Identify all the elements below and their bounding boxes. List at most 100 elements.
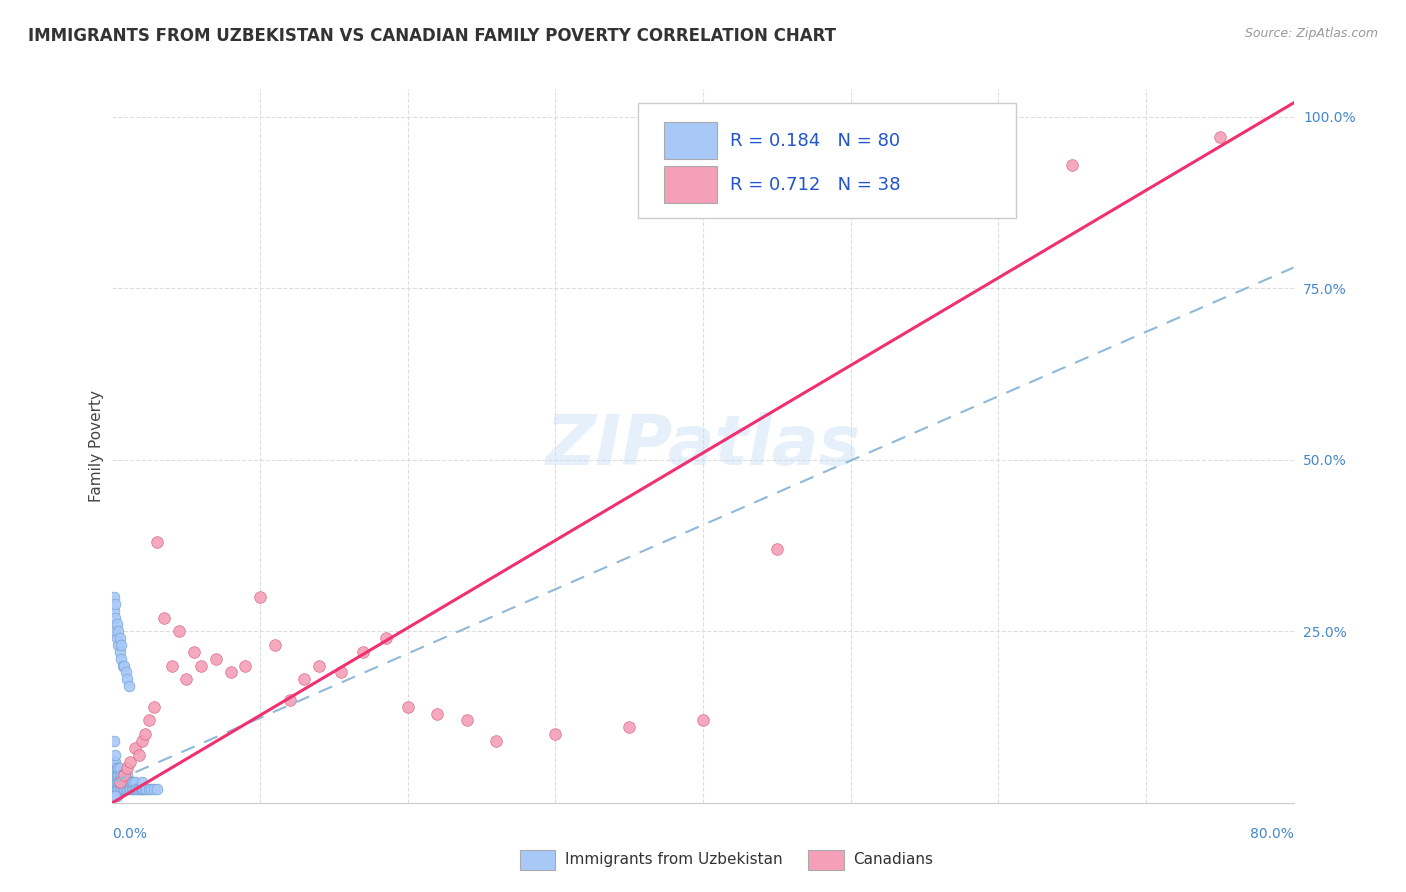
- Point: [1208, 130, 1232, 145]
- Point: [131, 782, 153, 797]
- Point: [183, 645, 205, 659]
- Point: [110, 782, 132, 797]
- Point: [330, 665, 353, 680]
- Point: [264, 638, 287, 652]
- Point: [104, 610, 127, 624]
- Point: [108, 782, 131, 797]
- Point: [129, 782, 152, 797]
- Point: [104, 755, 127, 769]
- Point: [121, 782, 143, 797]
- Point: [205, 651, 228, 665]
- Point: [374, 631, 396, 645]
- Text: Immigrants from Uzbekistan: Immigrants from Uzbekistan: [565, 853, 783, 867]
- Point: [426, 706, 449, 721]
- Point: [124, 740, 146, 755]
- Point: [105, 782, 128, 797]
- Point: [124, 782, 146, 797]
- Point: [103, 734, 125, 748]
- Point: [124, 775, 146, 789]
- Point: [219, 665, 242, 680]
- Point: [120, 755, 142, 769]
- Point: [103, 590, 125, 604]
- Point: [138, 782, 160, 797]
- Point: [146, 782, 169, 797]
- Point: [131, 775, 153, 789]
- Point: [105, 762, 128, 776]
- Point: [110, 768, 132, 782]
- Point: [111, 768, 134, 782]
- Point: [108, 645, 131, 659]
- Bar: [664, 122, 717, 159]
- Point: [117, 762, 138, 776]
- Point: [190, 658, 212, 673]
- Text: Canadians: Canadians: [853, 853, 934, 867]
- Point: [104, 789, 127, 803]
- Text: R = 0.712   N = 38: R = 0.712 N = 38: [730, 176, 901, 194]
- Point: [108, 775, 131, 789]
- Point: [167, 624, 190, 639]
- Point: [766, 541, 789, 556]
- Point: [107, 768, 129, 782]
- Point: [233, 658, 256, 673]
- Point: [118, 775, 141, 789]
- Point: [112, 658, 135, 673]
- Point: [249, 590, 271, 604]
- Point: [114, 782, 136, 797]
- Point: [131, 734, 153, 748]
- Point: [108, 768, 131, 782]
- Point: [485, 734, 508, 748]
- Point: [105, 775, 128, 789]
- Point: [107, 638, 129, 652]
- Point: [117, 768, 138, 782]
- Point: [112, 775, 135, 789]
- Point: [142, 782, 165, 797]
- Text: ZIPatlas: ZIPatlas: [546, 412, 860, 480]
- Point: [292, 673, 315, 687]
- Point: [134, 727, 156, 741]
- Point: [128, 782, 150, 797]
- Point: [127, 782, 149, 797]
- Point: [142, 699, 165, 714]
- Point: [110, 638, 132, 652]
- Point: [111, 782, 134, 797]
- Point: [111, 658, 134, 673]
- Text: 0.0%: 0.0%: [112, 827, 148, 841]
- Point: [117, 775, 138, 789]
- Point: [396, 699, 419, 714]
- Point: [104, 789, 127, 803]
- Point: [107, 624, 129, 639]
- Point: [352, 645, 374, 659]
- FancyBboxPatch shape: [638, 103, 1017, 218]
- Point: [128, 747, 150, 762]
- Point: [103, 782, 125, 797]
- Point: [114, 665, 136, 680]
- Point: [104, 747, 127, 762]
- Text: Source: ZipAtlas.com: Source: ZipAtlas.com: [1244, 27, 1378, 40]
- Point: [132, 782, 155, 797]
- Point: [112, 768, 135, 782]
- Point: [125, 782, 148, 797]
- Point: [544, 727, 567, 741]
- Point: [104, 597, 127, 611]
- Text: 80.0%: 80.0%: [1250, 827, 1294, 841]
- Text: IMMIGRANTS FROM UZBEKISTAN VS CANADIAN FAMILY POVERTY CORRELATION CHART: IMMIGRANTS FROM UZBEKISTAN VS CANADIAN F…: [28, 27, 837, 45]
- Point: [107, 762, 129, 776]
- Point: [146, 535, 169, 549]
- Point: [103, 604, 125, 618]
- Point: [107, 782, 129, 797]
- Point: [108, 775, 131, 789]
- Point: [139, 782, 162, 797]
- Point: [160, 658, 183, 673]
- Point: [122, 782, 145, 797]
- Bar: [664, 166, 717, 203]
- Point: [117, 782, 138, 797]
- Point: [103, 755, 125, 769]
- Point: [174, 673, 197, 687]
- Point: [110, 775, 132, 789]
- Point: [619, 720, 641, 734]
- Text: R = 0.184   N = 80: R = 0.184 N = 80: [730, 132, 900, 150]
- Point: [120, 782, 142, 797]
- Point: [105, 631, 128, 645]
- Point: [114, 775, 136, 789]
- Point: [118, 782, 141, 797]
